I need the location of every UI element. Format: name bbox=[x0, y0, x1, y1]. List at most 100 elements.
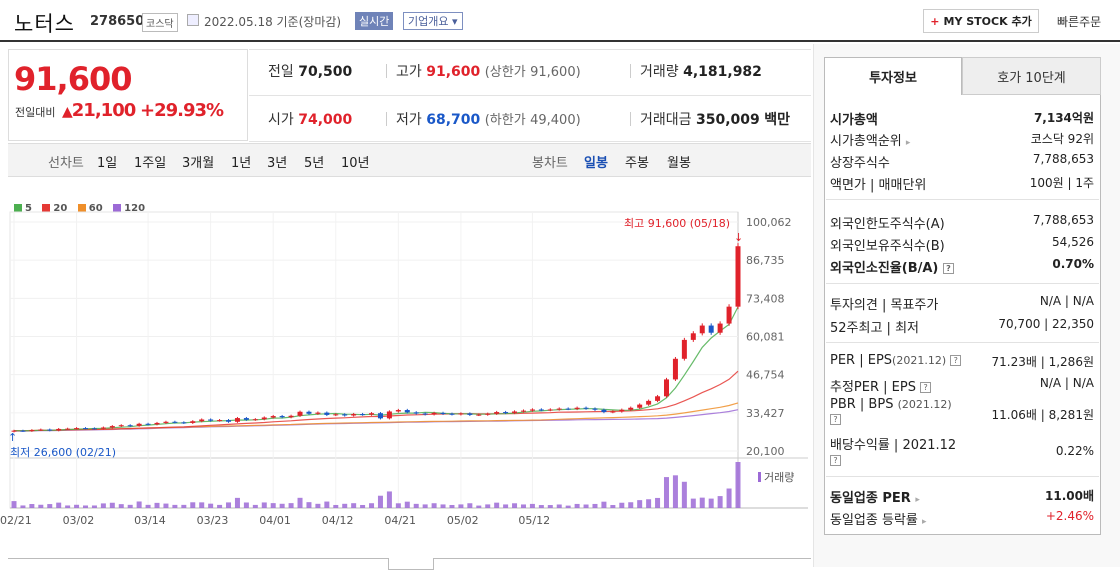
x-tick-label: 05/02 bbox=[447, 514, 479, 527]
tab-10y[interactable]: 10년 bbox=[341, 156, 370, 171]
volume-bar bbox=[422, 504, 428, 508]
candle-body bbox=[47, 429, 53, 431]
plus-icon: + bbox=[930, 14, 940, 28]
tab-5y[interactable]: 5년 bbox=[304, 156, 325, 171]
candle-body bbox=[565, 408, 571, 410]
row-per-eps: PER | EPS(2021.12) ? 71.23배 | 1,286원 bbox=[830, 353, 1094, 369]
tab-investment-info[interactable]: 투자정보 bbox=[824, 57, 962, 95]
candle-body bbox=[208, 419, 214, 421]
row-industry-per[interactable]: 동일업종 PER ▸ 11.00배 bbox=[830, 489, 1094, 506]
chart-tab-bar bbox=[8, 143, 811, 177]
candle-body bbox=[449, 413, 455, 415]
candle-body bbox=[226, 420, 232, 422]
volume-bar bbox=[699, 497, 705, 508]
stats-bottom-line bbox=[249, 141, 811, 142]
candle-body bbox=[601, 409, 607, 413]
tab-3m[interactable]: 3개월 bbox=[182, 156, 215, 171]
stock-chart[interactable]: 100,062 86,735 73,408 60,081 46,754 33,427 20,… bbox=[0, 0, 812, 556]
row-industry-rate[interactable]: 동일업종 등락률 ▸ +2.46% bbox=[830, 509, 1094, 528]
realtime-badge[interactable]: 실시간 bbox=[355, 12, 394, 30]
row-foreign-ratio: 외국인소진율(B/A) ? 0.70% bbox=[830, 257, 1094, 276]
volume-bar bbox=[601, 501, 607, 508]
volume-bar bbox=[56, 502, 62, 508]
volume-bar bbox=[279, 503, 285, 508]
volume-bar bbox=[404, 501, 410, 508]
candle-body bbox=[503, 412, 509, 414]
candle-body bbox=[91, 428, 97, 430]
y-tick-label: 86,735 bbox=[746, 254, 785, 267]
volume-bar bbox=[181, 504, 187, 508]
tab-daily[interactable]: 일봉 bbox=[584, 156, 608, 171]
help-icon[interactable]: ? bbox=[942, 263, 954, 274]
candle-body bbox=[163, 421, 169, 423]
help-icon[interactable]: ? bbox=[830, 455, 841, 466]
volume-bar bbox=[136, 501, 142, 508]
volume-bar bbox=[672, 475, 678, 508]
volume-bar bbox=[619, 502, 625, 508]
row-market-cap-rank[interactable]: 시가총액순위 ▸ 코스닥 92위 bbox=[830, 132, 1094, 149]
candle-body bbox=[127, 425, 133, 427]
help-icon[interactable]: ? bbox=[950, 355, 962, 366]
volume-bar bbox=[47, 504, 53, 508]
volume-bar bbox=[413, 503, 419, 508]
tab-1w[interactable]: 1주일 bbox=[134, 156, 167, 171]
y-tick-label: 46,754 bbox=[746, 369, 785, 382]
candle-body bbox=[726, 306, 732, 324]
volume-bar bbox=[100, 503, 106, 508]
y-tick-label: 33,427 bbox=[746, 407, 785, 420]
candle-body bbox=[29, 430, 35, 432]
candle-body bbox=[628, 407, 634, 410]
volume-bar bbox=[199, 502, 205, 508]
candle-body bbox=[556, 408, 562, 410]
candle-body bbox=[118, 425, 124, 427]
volume-bar bbox=[377, 495, 383, 508]
tab-3y[interactable]: 3년 bbox=[267, 156, 288, 171]
x-tick-label: 04/01 bbox=[259, 514, 291, 527]
stat-divider bbox=[386, 112, 387, 126]
tab-weekly[interactable]: 주봉 bbox=[625, 156, 649, 171]
tab-1d[interactable]: 1일 bbox=[97, 156, 118, 171]
candle-body bbox=[681, 339, 687, 359]
volume-bar bbox=[243, 502, 249, 508]
volume-bar bbox=[708, 498, 714, 508]
help-icon[interactable]: ? bbox=[830, 414, 841, 425]
stat-amount: 거래대금 350,009 백만 bbox=[640, 112, 790, 128]
volume-bar bbox=[324, 501, 330, 508]
add-my-stock-button[interactable]: + MY STOCK 추가 bbox=[923, 9, 1039, 33]
row-52week: 52주최고 | 최저 70,700 | 22,350 bbox=[830, 317, 1094, 336]
volume-bar bbox=[628, 502, 634, 508]
volume-bar bbox=[190, 502, 196, 508]
candle-body bbox=[369, 413, 375, 415]
row-est-per: 추정PER | EPS ? N/A | N/A bbox=[830, 376, 1094, 395]
volume-bar bbox=[565, 505, 571, 508]
help-icon[interactable]: ? bbox=[920, 382, 932, 393]
tab-orderbook-10[interactable]: 호가 10단계 bbox=[962, 57, 1101, 95]
quick-order-button[interactable]: 빠른주문 bbox=[1057, 15, 1102, 29]
volume-bar bbox=[297, 497, 303, 508]
x-tick-label: 04/21 bbox=[384, 514, 416, 527]
candle-body bbox=[547, 409, 553, 411]
info-separator bbox=[826, 342, 1099, 343]
volume-bar bbox=[83, 505, 89, 508]
row-dividend: 배당수익률 | 2021.12? 0.22% bbox=[830, 438, 1094, 466]
add-my-stock-label: MY STOCK 추가 bbox=[943, 15, 1032, 28]
tab-1y[interactable]: 1년 bbox=[231, 156, 252, 171]
chart-collapse-toggle[interactable] bbox=[388, 558, 434, 570]
volume-bar bbox=[395, 503, 401, 508]
volume-bar bbox=[145, 504, 151, 508]
volume-bar bbox=[467, 503, 473, 508]
volume-bar bbox=[315, 503, 321, 508]
row-market-cap: 시가총액 7,134억원 bbox=[830, 111, 1094, 128]
candle-body bbox=[485, 413, 491, 415]
volume-bar bbox=[29, 504, 35, 508]
volume-bar bbox=[154, 502, 160, 508]
company-info-button[interactable]: 기업개요 ▾ bbox=[403, 12, 463, 30]
volume-bar bbox=[163, 503, 169, 508]
x-tick-label: 03/23 bbox=[197, 514, 229, 527]
tab-monthly[interactable]: 월봉 bbox=[667, 156, 691, 171]
info-separator bbox=[826, 476, 1099, 477]
candle-body bbox=[83, 428, 89, 430]
x-tick-label: 05/12 bbox=[518, 514, 550, 527]
y-tick-label: 20,100 bbox=[746, 445, 785, 458]
price-box bbox=[8, 49, 248, 141]
